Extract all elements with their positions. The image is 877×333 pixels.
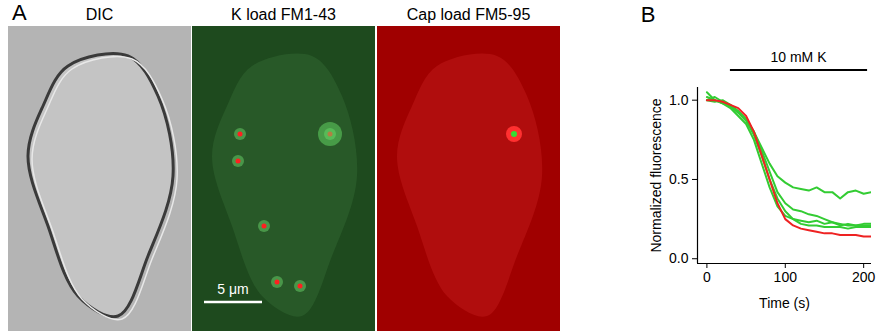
- svg-text:100: 100: [774, 269, 798, 285]
- svg-text:Time (s): Time (s): [759, 295, 810, 311]
- svg-text:5 μm: 5 μm: [217, 281, 248, 297]
- svg-text:0.5: 0.5: [669, 171, 689, 187]
- svg-text:200: 200: [852, 269, 876, 285]
- svg-text:B: B: [641, 2, 656, 27]
- svg-text:Cap load FM5-95: Cap load FM5-95: [407, 6, 531, 23]
- svg-text:0: 0: [703, 269, 711, 285]
- svg-text:A: A: [12, 0, 27, 25]
- svg-text:1.0: 1.0: [669, 92, 689, 108]
- svg-text:0.0: 0.0: [669, 250, 689, 266]
- svg-text:10 mM K: 10 mM K: [770, 49, 827, 65]
- svg-text:Normalized fluorescence: Normalized fluorescence: [648, 98, 664, 252]
- svg-text:DIC: DIC: [86, 6, 114, 23]
- svg-text:K load FM1-43: K load FM1-43: [231, 6, 336, 23]
